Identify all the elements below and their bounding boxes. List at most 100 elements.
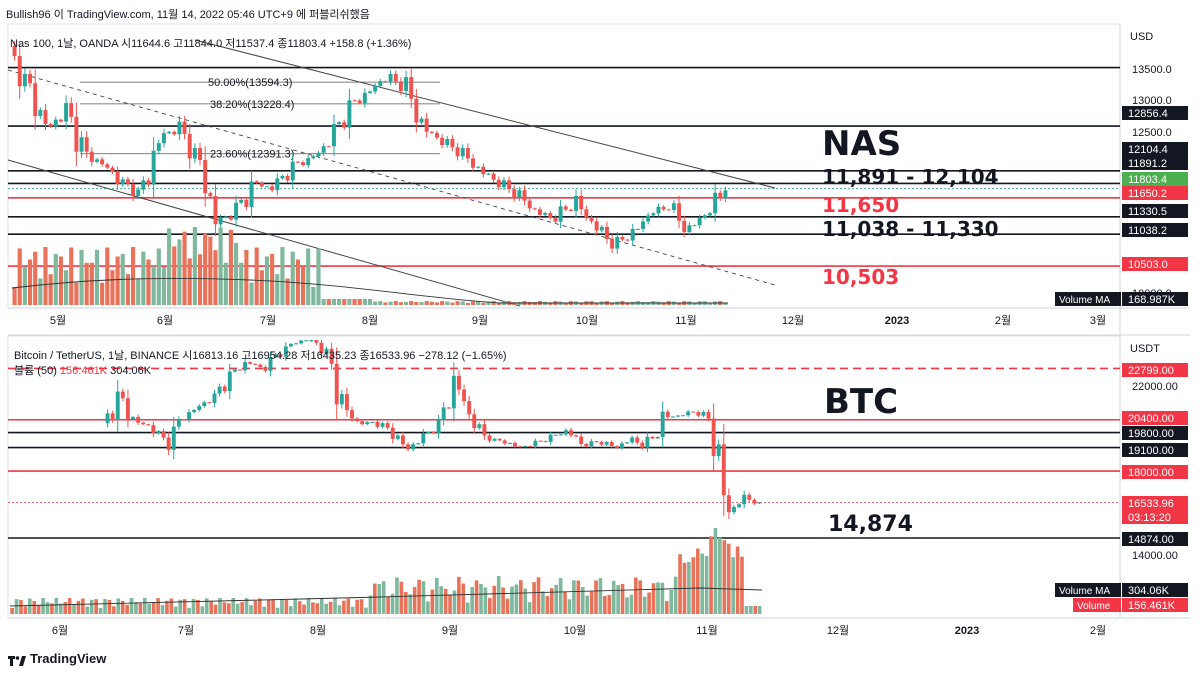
btc-candle-body bbox=[492, 438, 497, 441]
btc-candle-body bbox=[558, 434, 563, 436]
btc-candle-body bbox=[125, 398, 130, 419]
btc-candle-body bbox=[691, 411, 696, 413]
nas-candle-body bbox=[532, 208, 537, 210]
nas-candle-body bbox=[450, 138, 455, 148]
btc-volume-bar bbox=[594, 580, 598, 614]
nas-candle-body bbox=[527, 200, 532, 209]
btc-candle-body bbox=[681, 415, 686, 417]
btc-volume-bar bbox=[373, 583, 377, 614]
nas-candle-body bbox=[589, 217, 594, 222]
btc-volume-bar bbox=[519, 580, 523, 614]
nas-volume-bar bbox=[110, 270, 115, 305]
btc-price-tag-bg bbox=[1122, 411, 1188, 425]
btc-volume-value: 156.461K bbox=[1128, 600, 1176, 612]
nas-candle-body bbox=[28, 73, 33, 84]
btc-candle-body bbox=[136, 416, 141, 423]
btc-candle-body bbox=[355, 418, 360, 422]
btc-candle-body bbox=[176, 419, 181, 427]
nas-candle-body bbox=[388, 73, 393, 82]
btc-volume-legend[interactable]: 볼륨 (50) 156.461K 304.06K bbox=[14, 362, 151, 378]
btc-currency-label[interactable]: USDT bbox=[1130, 343, 1160, 355]
btc-candle-body bbox=[676, 415, 680, 417]
nas-volume-bar bbox=[141, 251, 146, 305]
btc-legend-text: Bitcoin / TetherUS, 1날, BINANCE 시16813.1… bbox=[14, 350, 507, 362]
btc-volume-bar bbox=[231, 598, 236, 614]
nas-volume-bar bbox=[259, 270, 264, 305]
btc-volume-bar bbox=[536, 577, 541, 614]
nas-volume-ma-tag-bg bbox=[1055, 292, 1121, 306]
nas-volume-bar bbox=[192, 227, 197, 305]
nas-candle-body bbox=[661, 206, 666, 210]
btc-volume-bar bbox=[532, 582, 536, 614]
nas-symbol-legend[interactable]: Nas 100, 1날, OANDA 시11644.6 고11844.0 저11… bbox=[10, 35, 411, 51]
nas-volume-bar bbox=[213, 250, 218, 305]
btc-candle-body bbox=[400, 435, 405, 445]
btc-month-label: 10월 bbox=[564, 624, 586, 637]
btc-price-tag-bg bbox=[1122, 496, 1188, 510]
btc-volume-bar bbox=[41, 598, 45, 614]
nas-candle-body bbox=[584, 209, 589, 218]
nas-volume-bar bbox=[197, 254, 203, 305]
btc-candle-body bbox=[441, 407, 446, 421]
nas-volume-bar bbox=[331, 299, 337, 305]
nas-candle-body bbox=[213, 196, 218, 225]
nas-volume-bar bbox=[84, 262, 89, 305]
nas-volume-bar bbox=[676, 302, 682, 305]
btc-candle-body bbox=[701, 411, 706, 416]
nas-candle-body bbox=[357, 100, 362, 104]
nas-month-label: 2월 bbox=[995, 314, 1011, 327]
nas-upper-zone-annotation: 11,891 - 12,104 bbox=[822, 165, 999, 189]
nas-candle-body bbox=[172, 131, 177, 135]
nas-candle-body bbox=[599, 226, 604, 231]
btc-volume-bar bbox=[554, 584, 559, 614]
nas-candle-body bbox=[192, 148, 197, 159]
btc-candle-body bbox=[497, 438, 502, 441]
btc-volume-bar bbox=[426, 601, 430, 614]
btc-volume-bar bbox=[324, 603, 328, 614]
btc-volume-bar bbox=[271, 599, 275, 614]
nas-volume-bar bbox=[342, 299, 347, 305]
btc-volume-bar bbox=[36, 604, 41, 614]
btc-candle-body bbox=[645, 436, 650, 448]
btc-volume-bar bbox=[107, 599, 112, 614]
btc-volume-bar bbox=[589, 591, 594, 614]
tradingview-footer[interactable]: TradingView bbox=[8, 651, 106, 666]
nas-currency-label[interactable]: USD bbox=[1130, 31, 1154, 43]
nas-volume-bar bbox=[481, 302, 486, 305]
btc-candle-body bbox=[431, 432, 436, 434]
nas-volume-ma-tag: Volume MA bbox=[1059, 295, 1110, 306]
nas-volume-bar bbox=[579, 302, 584, 305]
btc-symbol-legend[interactable]: Bitcoin / TetherUS, 1날, BINANCE 시16813.1… bbox=[14, 347, 507, 363]
btc-volume-bar bbox=[563, 591, 567, 614]
btc-candle-body bbox=[467, 401, 472, 415]
btc-volume-bar bbox=[421, 581, 426, 614]
btc-candle-body bbox=[752, 499, 757, 504]
nas-candle-body bbox=[53, 119, 58, 127]
nas-volume-bar bbox=[445, 301, 450, 305]
btc-candle-body bbox=[670, 416, 675, 418]
btc-volume-bar bbox=[218, 598, 222, 614]
btc-candle-body bbox=[599, 441, 604, 445]
btc-volume-bar bbox=[58, 603, 63, 614]
nas-candle-body bbox=[687, 225, 692, 233]
btc-volume-bar bbox=[465, 602, 470, 614]
nas-candle-body bbox=[125, 179, 130, 185]
btc-candle-body bbox=[334, 363, 339, 405]
nas-legend-text: Nas 100, 1날, OANDA 시11644.6 고11844.0 저11… bbox=[10, 38, 412, 50]
nas-candle-body bbox=[105, 164, 110, 168]
btc-volume-bar bbox=[54, 598, 59, 614]
btc-candle-body bbox=[451, 375, 456, 409]
btc-candle-body bbox=[131, 416, 135, 419]
nas-volume-bar bbox=[378, 301, 383, 305]
btc-candle-body bbox=[365, 422, 370, 425]
btc-price-tag-bg bbox=[1122, 443, 1188, 457]
btc-candle-body bbox=[319, 342, 324, 354]
btc-volume-bar bbox=[461, 583, 466, 614]
nas-volume-bar bbox=[424, 301, 429, 305]
tradingview-brand: TradingView bbox=[30, 651, 107, 666]
btc-candle-body bbox=[487, 435, 492, 441]
btc-volume-bar bbox=[731, 557, 735, 614]
btc-candle-body bbox=[243, 362, 248, 371]
nas-month-label: 5월 bbox=[50, 314, 66, 327]
